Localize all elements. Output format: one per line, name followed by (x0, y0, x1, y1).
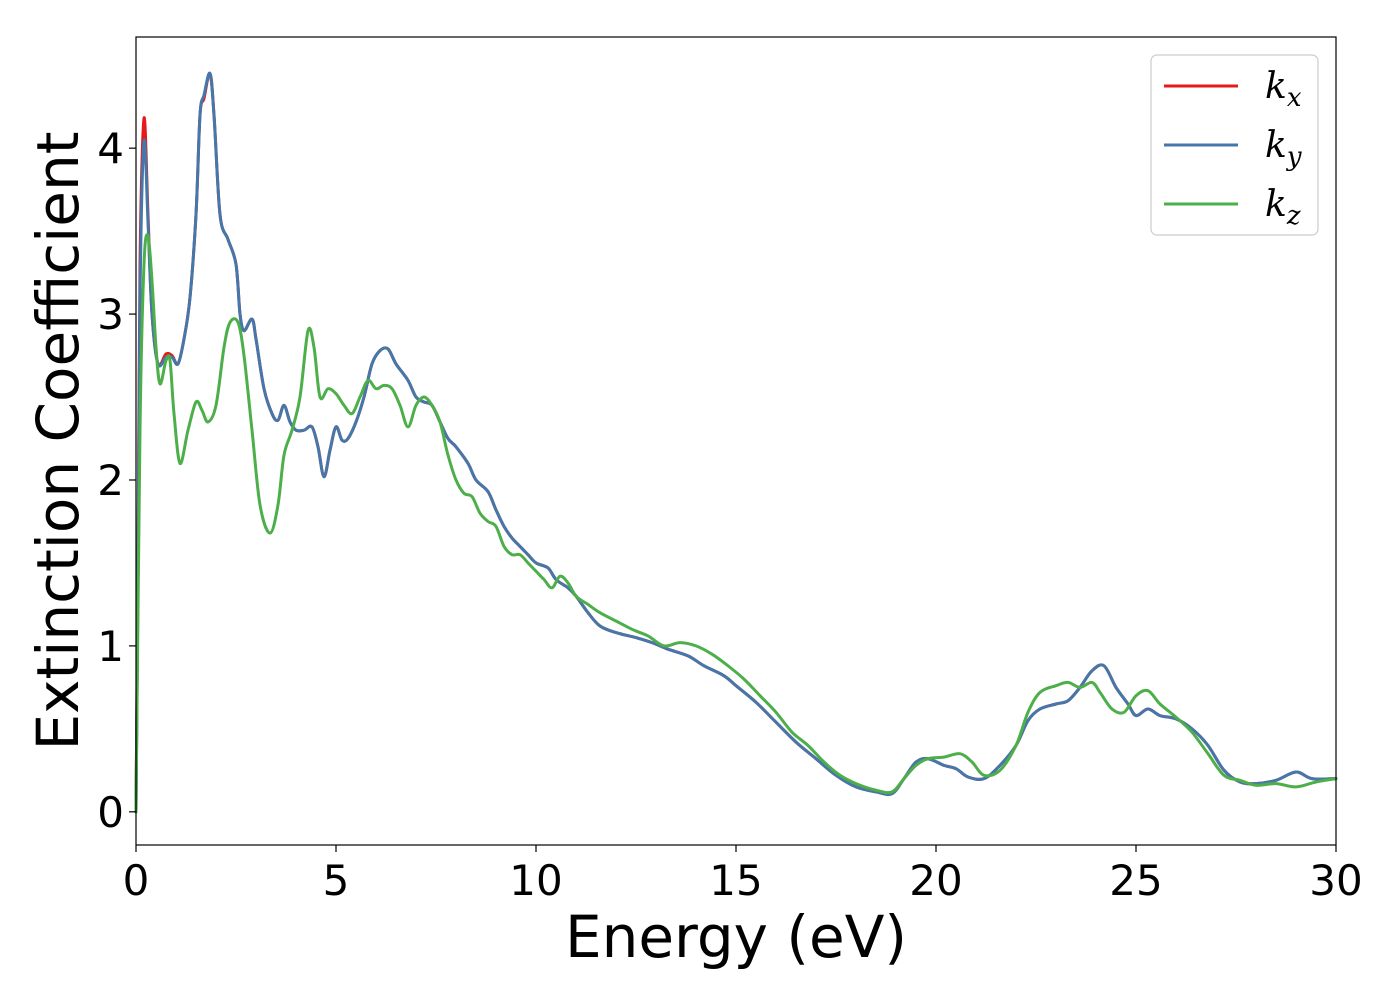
series-line-ky (134, 71, 1338, 814)
x-tick-label: 30 (1309, 856, 1362, 905)
x-axis: 0 5 10 15 20 25 30 (123, 845, 1363, 905)
y-tick-label: 2 (97, 456, 124, 505)
series-line-kz (134, 233, 1338, 814)
series-layer (134, 71, 1338, 814)
x-tick-label: 15 (709, 856, 762, 905)
x-tick-label: 5 (323, 856, 350, 905)
y-tick-label: 0 (97, 788, 124, 837)
y-tick-label: 4 (97, 124, 124, 173)
x-tick-label: 25 (1109, 856, 1162, 905)
y-tick-label: 1 (97, 622, 124, 671)
legend-label-ky: ky (1265, 125, 1302, 172)
y-tick-label: 3 (97, 290, 124, 339)
x-axis-title: Energy (eV) (565, 903, 907, 971)
y-axis: 0 1 2 3 4 (97, 124, 136, 837)
x-tick-label: 0 (123, 856, 150, 905)
y-axis-title: Extinction Coefficient (24, 132, 92, 751)
x-tick-label: 20 (909, 856, 962, 905)
legend-label-kx: kx (1265, 66, 1302, 113)
x-tick-label: 10 (509, 856, 562, 905)
